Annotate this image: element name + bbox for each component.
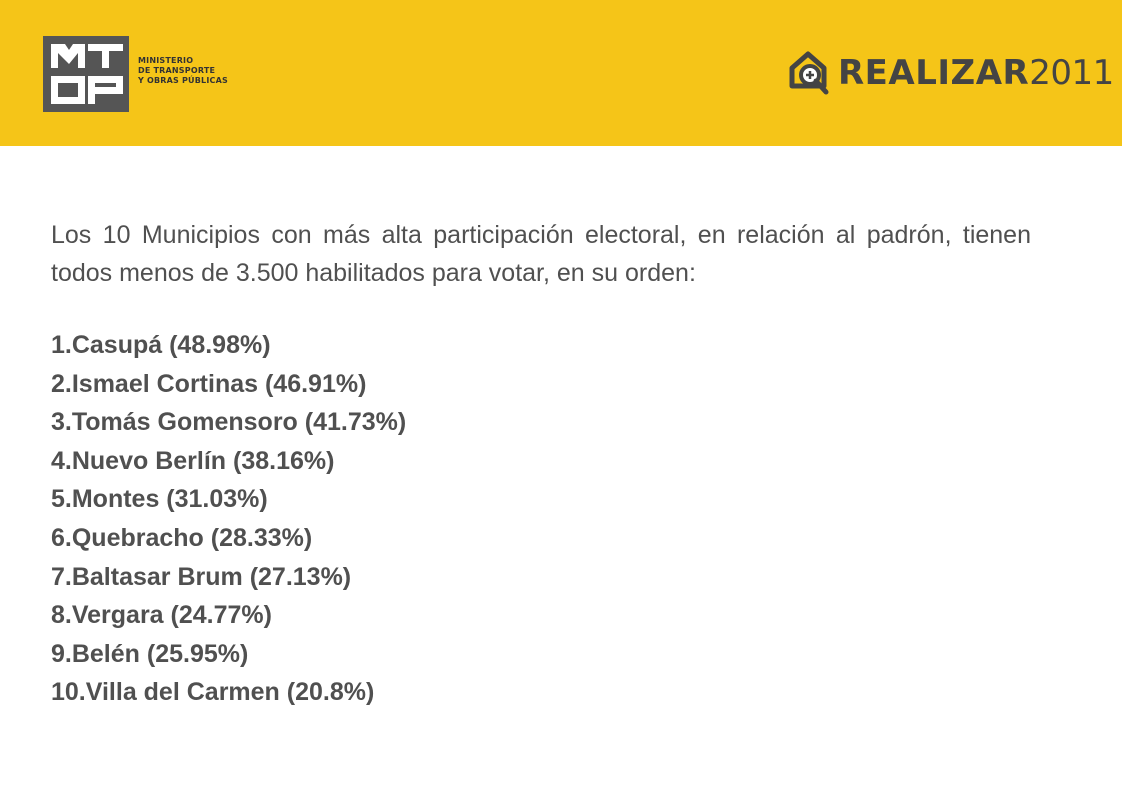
ministry-name: MINISTERIO DE TRANSPORTE Y OBRAS PÚBLICA… — [138, 56, 228, 86]
ministry-line-2: DE TRANSPORTE — [138, 66, 216, 75]
list-item: 1.Casupá (48.98%) — [51, 331, 271, 359]
list-item: 4.Nuevo Berlín (38.16%) — [51, 446, 335, 475]
realizar-logo: REALIZAR2011 — [788, 48, 1114, 98]
intro-paragraph: Los 10 Municipios con más alta participa… — [51, 221, 1031, 287]
ministry-line-3: Y OBRAS PÚBLICAS — [138, 76, 228, 85]
realizar-wordmark: REALIZAR2011 — [838, 53, 1114, 93]
slide-content: Los 10 Municipios con más alta participa… — [51, 216, 1031, 712]
list-item: 6.Quebracho (28.33%) — [51, 523, 313, 552]
ministry-line-1: MINISTERIO — [138, 56, 194, 65]
mtop-logo-mark — [43, 36, 129, 112]
municipality-list: 1.Casupá (48.98%) 2.Ismael Cortinas (46.… — [51, 326, 1031, 712]
ministry-logo: MINISTERIO DE TRANSPORTE Y OBRAS PÚBLICA… — [43, 36, 228, 112]
list-item: 9.Belén (25.95%) — [51, 639, 249, 668]
list-item: 7.Baltasar Brum (27.13%) — [51, 562, 352, 591]
header-banner: MINISTERIO DE TRANSPORTE Y OBRAS PÚBLICA… — [0, 0, 1122, 146]
realizar-year: 2011 — [1029, 53, 1114, 93]
list-item: 10.Villa del Carmen (20.8%) — [51, 678, 375, 707]
realizar-word: REALIZAR — [838, 53, 1030, 93]
list-item: 8.Vergara (24.77%) — [51, 601, 272, 630]
list-item: 2.Ismael Cortinas (46.91%) — [51, 369, 367, 398]
house-magnifier-icon — [789, 51, 829, 95]
list-item: 3.Tomás Gomensoro (41.73%) — [51, 408, 407, 437]
list-item: 5.Montes (31.03%) — [51, 485, 268, 514]
